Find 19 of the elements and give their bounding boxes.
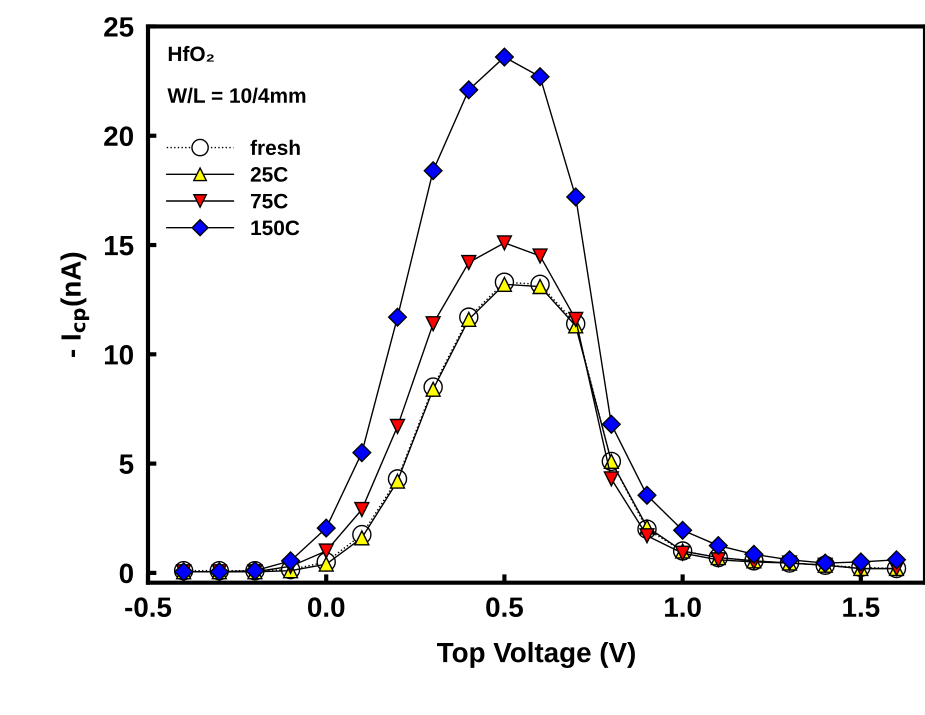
x-tick-label: 1.5 [843,598,880,618]
legend-label: 75C [250,194,288,208]
y-tick-label: 25 [104,17,134,37]
annotation: HfO₂ [168,46,214,62]
y-tick-label: 20 [104,126,133,146]
y-tick-label: 10 [104,344,133,365]
y-tick-label: 0 [120,564,133,584]
y-tick-label: 5 [120,454,134,474]
y-axis-title: - I$_{cp}$(nA) [60,252,90,357]
y-tick-label: 15 [104,236,134,256]
legend-label: 150C [251,220,300,236]
annotation: W/L = 10/4mm [167,88,306,104]
x-axis-title: Top Voltage (V) [437,642,635,668]
x-tick-label: 0.0 [308,597,344,618]
x-tick-label: 0.5 [486,597,523,618]
x-tick-label: -0.5 [125,597,172,618]
legend-label: 25C [250,167,288,182]
x-tick-label: 1.0 [665,597,701,618]
legend-label: fresh [250,140,300,156]
